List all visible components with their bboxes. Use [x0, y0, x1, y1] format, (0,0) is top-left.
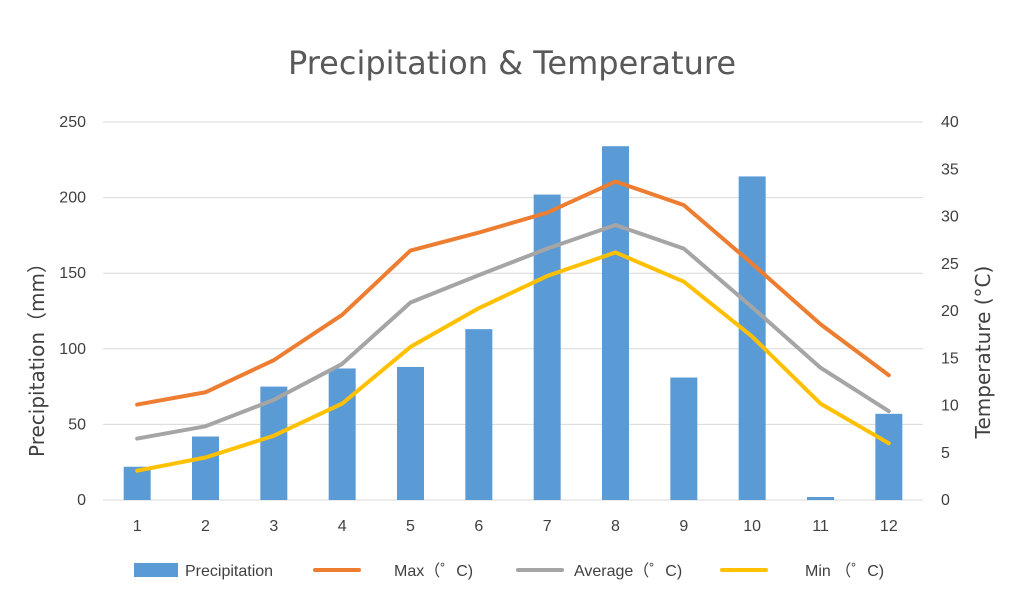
legend-label: Max（゜C) [394, 562, 473, 580]
left-tick-label: 200 [59, 190, 86, 207]
right-tick-label: 40 [941, 114, 959, 131]
precipitation-bar [875, 413, 903, 500]
left-axis-label: Precipitation（mm） [25, 253, 49, 457]
precipitation-bar [807, 496, 834, 500]
x-tick-label: 8 [611, 518, 620, 535]
left-tick-label: 100 [59, 341, 86, 358]
x-tick-label: 7 [543, 518, 552, 535]
right-axis-ticks: 0 5 10 15 20 25 30 35 40 [941, 114, 959, 509]
x-tick-label: 6 [474, 518, 483, 535]
right-tick-label: 5 [941, 445, 950, 462]
right-tick-label: 0 [941, 492, 950, 509]
right-axis-label: Temperature (°C) [971, 266, 995, 440]
max-temperature-line [135, 179, 891, 407]
x-tick-label: 4 [338, 518, 347, 535]
precipitation-bar [602, 146, 629, 500]
left-axis-ticks: 0 50 100 150 200 250 [59, 114, 86, 509]
right-tick-label: 20 [941, 303, 959, 320]
average-temperature-line [135, 223, 891, 441]
legend-label: Precipitation [185, 563, 273, 580]
legend-label: Min （゜C) [805, 562, 884, 580]
right-tick-label: 25 [941, 256, 959, 273]
right-tick-label: 10 [941, 398, 959, 415]
x-tick-label: 12 [880, 518, 898, 535]
x-tick-label: 9 [679, 518, 688, 535]
legend-swatch-precipitation [134, 563, 178, 577]
legend-label: Average（゜C) [574, 562, 682, 580]
precipitation-bar [533, 194, 561, 501]
left-tick-label: 0 [77, 492, 86, 509]
temperature-lines [135, 179, 891, 473]
x-tick-label: 3 [269, 518, 278, 535]
legend: Precipitation Max（゜C) Average（゜C) Min （゜C) [134, 562, 884, 580]
precipitation-bar [192, 436, 219, 500]
min-temperature-line [135, 250, 891, 473]
precipitation-bar [465, 329, 493, 500]
x-tick-label: 2 [201, 518, 210, 535]
right-tick-label: 15 [941, 350, 959, 367]
left-tick-label: 50 [68, 416, 86, 433]
precipitation-bar [260, 386, 288, 500]
left-tick-label: 150 [59, 265, 86, 282]
precipitation-bar [670, 377, 698, 500]
left-tick-label: 250 [59, 114, 86, 131]
x-axis-ticks: 1 2 3 4 5 6 7 8 9 10 11 12 [133, 518, 898, 535]
gridlines [103, 121, 923, 501]
x-tick-label: 11 [812, 518, 829, 535]
x-tick-label: 10 [743, 518, 761, 535]
x-tick-label: 5 [406, 518, 415, 535]
right-tick-label: 30 [941, 209, 959, 226]
precipitation-bar [397, 366, 424, 500]
right-tick-label: 35 [941, 161, 959, 178]
precipitation-bar [328, 368, 356, 500]
x-tick-label: 1 [133, 518, 142, 535]
chart-title: Precipitation & Temperature [288, 44, 736, 82]
